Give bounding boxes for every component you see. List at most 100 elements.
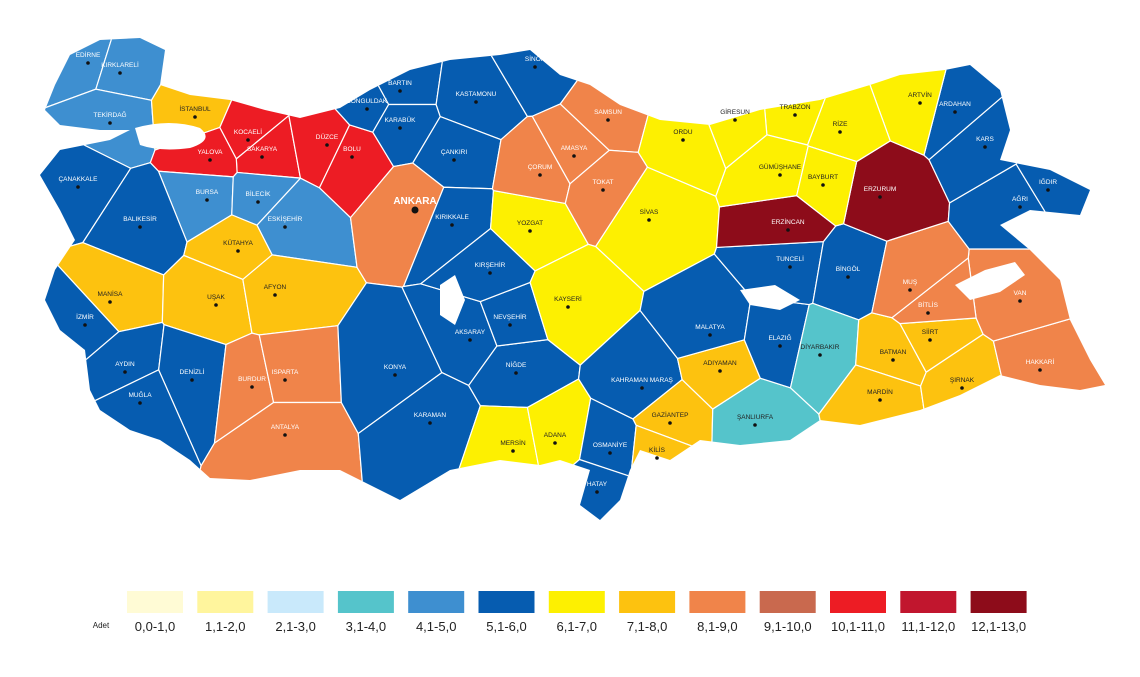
province-label: İSTANBUL <box>179 104 211 113</box>
province-dot <box>76 185 80 189</box>
province-dot <box>908 288 912 292</box>
province-label: ELAZIĞ <box>768 333 791 342</box>
province-dot <box>668 421 672 425</box>
van-lake <box>955 262 1025 300</box>
province-dot <box>733 118 737 122</box>
province-label: HATAY <box>587 481 608 488</box>
province-label: GÜMÜŞHANE <box>759 163 802 171</box>
province-dot <box>608 451 612 455</box>
marmara-sea <box>135 123 206 150</box>
province-dot <box>572 154 576 158</box>
province-label: ARDAHAN <box>939 101 971 108</box>
province-label: SİVAS <box>640 207 659 216</box>
province-label: NİĞDE <box>506 360 527 369</box>
legend-label: 12,1-13,0 <box>971 619 1026 634</box>
province-dot <box>846 275 850 279</box>
province <box>992 297 1105 520</box>
province-label: ÇANKIRI <box>441 149 468 156</box>
province <box>95 38 212 101</box>
province-label: ERZURUM <box>864 186 897 193</box>
province-dot <box>398 89 402 93</box>
province-dot <box>983 145 987 149</box>
province-dot <box>108 121 112 125</box>
province-dot <box>953 110 957 114</box>
legend-label: 3,1-4,0 <box>346 619 386 634</box>
province-dot <box>655 456 659 460</box>
province-label: KÜTAHYA <box>223 239 253 247</box>
province-label: SAMSUN <box>594 109 622 116</box>
province-label: EDİRNE <box>76 50 101 59</box>
legend-title: Adet <box>93 621 110 630</box>
province-dot <box>640 386 644 390</box>
province <box>1015 38 1105 269</box>
province-dot <box>260 155 264 159</box>
province-label: AĞRI <box>1012 194 1028 203</box>
province-label: KONYA <box>384 364 407 371</box>
legend-swatch <box>267 591 324 613</box>
province-label: KIRKLARELİ <box>101 60 139 69</box>
province-label: GAZİANTEP <box>652 410 689 419</box>
province-dot <box>918 101 922 105</box>
province <box>330 38 452 106</box>
legend-swatch <box>759 591 816 613</box>
legend-swatch <box>830 591 886 613</box>
province-label: KASTAMONU <box>456 91 497 98</box>
province-label: KIRŞEHİR <box>475 260 506 269</box>
province-dot <box>838 130 842 134</box>
province-label: MUŞ <box>903 279 918 286</box>
province-label: VAN <box>1014 290 1027 297</box>
province-dot <box>511 449 515 453</box>
province-label: ANKARA <box>393 196 436 207</box>
province-dot <box>1018 205 1022 209</box>
legend-swatch <box>970 591 1027 613</box>
province-label: YALOVA <box>197 149 223 156</box>
province-label: AYDIN <box>115 361 135 368</box>
province-label: BOLU <box>343 146 361 153</box>
province-label: MARDİN <box>867 387 893 396</box>
province-dot <box>1046 188 1050 192</box>
province-label: IĞDIR <box>1039 177 1057 186</box>
province-label: BİNGÖL <box>836 264 861 273</box>
province-label: GİRESUN <box>720 107 750 116</box>
province-label: ÇANAKKALE <box>58 176 98 183</box>
legend-swatch <box>619 591 676 613</box>
province-dot <box>138 401 142 405</box>
province-label: BİTLİS <box>918 300 939 309</box>
province-dot <box>960 386 964 390</box>
province-dot <box>214 303 218 307</box>
province-dot <box>878 398 882 402</box>
province-label: KİLİS <box>649 445 666 454</box>
province-dot <box>1038 368 1042 372</box>
legend-swatch <box>900 591 957 613</box>
province-label: KAHRAMAN MARAŞ <box>611 377 673 384</box>
province-dot <box>138 225 142 229</box>
province-dot <box>926 311 930 315</box>
province-dot <box>474 100 478 104</box>
province-label: ZONGULDAK <box>347 98 388 105</box>
province-dot <box>566 305 570 309</box>
province-label: ŞANLIURFA <box>737 414 774 421</box>
province-label: MANİSA <box>98 289 124 298</box>
legend-label: 5,1-6,0 <box>486 619 526 634</box>
legend-label: 11,1-12,0 <box>901 619 955 634</box>
province-dot <box>533 65 537 69</box>
province-label: RİZE <box>833 119 848 128</box>
province-label: BİLECİK <box>246 189 272 198</box>
legend-swatch <box>548 591 605 613</box>
province-label: DÜZCE <box>316 133 339 141</box>
province-dot <box>928 338 932 342</box>
province-label: NEVŞEHİR <box>493 312 527 321</box>
province-dot <box>595 490 599 494</box>
province-dot <box>786 228 790 232</box>
province-label: MALATYA <box>695 324 725 331</box>
province-dot <box>718 369 722 373</box>
province-dot <box>350 155 354 159</box>
province-label: BURSA <box>196 189 219 196</box>
province <box>630 424 749 520</box>
province-dot <box>283 378 287 382</box>
province-dot <box>193 115 197 119</box>
legend-swatch <box>408 591 465 613</box>
legend-label: 1,1-2,0 <box>205 619 245 634</box>
legend-swatch <box>337 591 394 613</box>
